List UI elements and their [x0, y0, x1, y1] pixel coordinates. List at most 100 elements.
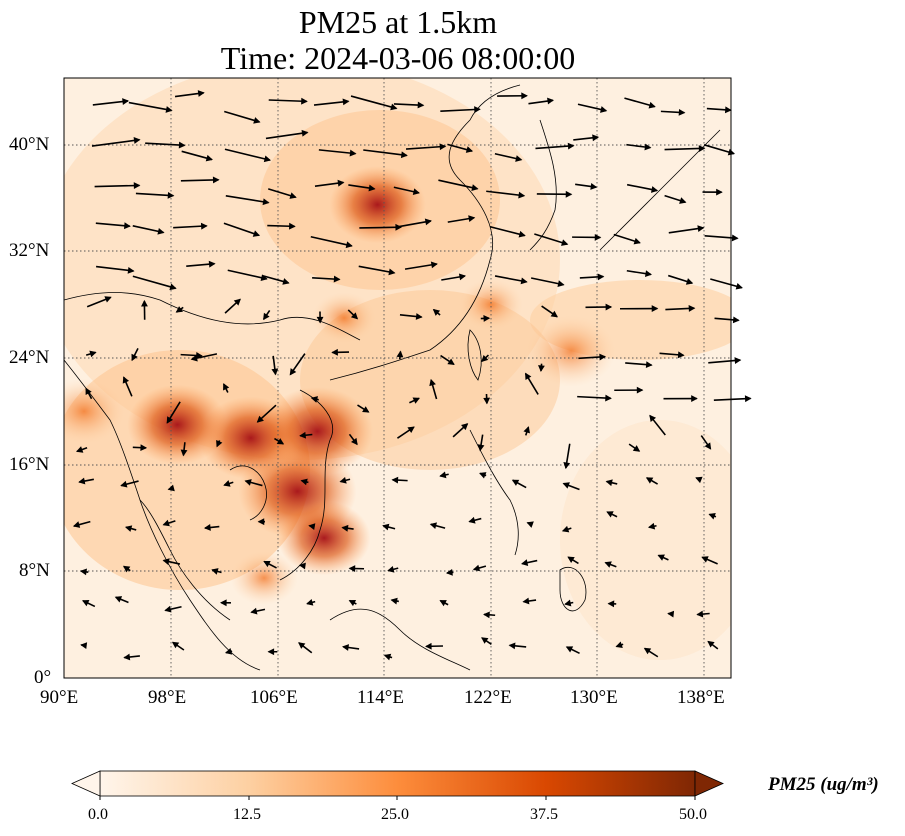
wind-arrow	[439, 599, 449, 607]
wind-arrow	[86, 296, 112, 308]
pm25-hotspot	[312, 292, 377, 344]
wind-arrow	[128, 101, 173, 113]
wind-arrow	[526, 521, 534, 528]
wind-arrow	[626, 143, 652, 151]
wind-arrow	[250, 607, 266, 615]
wind-arrow	[468, 516, 482, 524]
wind-arrow	[257, 518, 265, 526]
wind-arrow	[173, 222, 208, 230]
wind-arrow	[363, 149, 408, 159]
x-tick-130E: 130°E	[570, 687, 618, 708]
wind-arrow	[391, 476, 408, 484]
wind-arrow	[701, 556, 718, 565]
wind-arrow	[579, 273, 605, 281]
wind-arrow	[265, 129, 309, 140]
wind-arrow	[628, 443, 641, 452]
wind-arrow	[561, 525, 572, 533]
wind-arrow	[562, 482, 580, 491]
wind-arrow	[660, 108, 686, 116]
wind-arrow	[441, 273, 467, 281]
y-tick-32N: 32°N	[9, 240, 50, 261]
pm25-hotspot	[277, 500, 371, 576]
wind-arrow	[522, 597, 537, 605]
wind-arrow	[162, 519, 176, 527]
wind-arrow	[316, 311, 324, 324]
wind-arrow	[96, 265, 135, 274]
wind-arrow	[438, 179, 479, 191]
wind-arrow	[405, 143, 447, 151]
wind-arrow	[310, 235, 353, 249]
wind-arrow	[667, 610, 675, 618]
coastlines	[64, 84, 721, 671]
wind-arrow	[91, 137, 141, 147]
wind-arrow	[180, 176, 220, 184]
wind-arrow	[573, 134, 600, 142]
wind-arrow	[263, 560, 277, 569]
wind-arrow	[348, 184, 376, 192]
wind-arrow	[216, 439, 223, 448]
wind-arrow	[223, 222, 261, 237]
wind-arrow	[220, 599, 231, 607]
y-tick-8N: 8°N	[19, 560, 50, 581]
wind-arrow	[429, 378, 438, 400]
wind-arrow	[575, 183, 598, 190]
wind-arrow	[572, 233, 602, 241]
wind-arrow	[85, 387, 93, 400]
wind-arrow	[162, 558, 181, 565]
wind-arrow	[82, 600, 96, 608]
wind-arrow	[298, 642, 313, 654]
y-tick-16N: 16°N	[9, 454, 50, 475]
wind-arrow	[477, 434, 485, 452]
wind-arrow	[713, 395, 752, 403]
wind-arrow	[707, 640, 719, 650]
wind-arrow	[614, 386, 644, 394]
wind-arrow	[702, 188, 723, 196]
wind-arrow	[135, 191, 175, 199]
wind-arrow	[528, 97, 555, 105]
wind-arrow	[541, 305, 558, 318]
wind-arrow	[132, 225, 165, 235]
wind-arrow	[85, 350, 97, 358]
wind-arrow	[289, 353, 306, 376]
wind-arrow	[180, 442, 188, 457]
wind-arrow	[224, 148, 271, 163]
wind-arrow	[224, 110, 261, 124]
wind-arrow	[530, 277, 565, 287]
wind-arrow	[190, 353, 218, 362]
wind-arrow	[708, 513, 717, 520]
wind-arrow	[244, 479, 263, 487]
wind-arrow	[318, 149, 357, 157]
wind-arrow	[175, 306, 184, 313]
wind-arrow	[483, 393, 491, 405]
wind-arrow	[439, 471, 449, 479]
wind-arrow	[606, 511, 618, 518]
wind-arrow	[313, 98, 350, 106]
wind-arrow	[314, 179, 345, 187]
wind-arrow	[124, 525, 137, 532]
wind-arrow	[585, 303, 613, 311]
wind-arrow	[659, 351, 685, 359]
wind-arrow	[647, 522, 657, 530]
wind-arrow	[565, 646, 580, 655]
wind-arrow	[664, 145, 706, 152]
wind-arrow	[643, 647, 659, 658]
wind-arrow	[620, 305, 659, 313]
wind-arrow	[667, 274, 694, 285]
wind-arrow	[424, 642, 444, 650]
wind-arrow	[605, 479, 618, 487]
wind-arrow	[567, 556, 579, 565]
wind-arrow	[577, 394, 612, 402]
wind-arrow	[524, 372, 539, 395]
wind-arrow	[700, 435, 712, 450]
wind-arrow	[95, 222, 131, 230]
wind-arrow	[299, 431, 313, 439]
wind-arrow	[624, 97, 656, 109]
pm25-hotspot	[329, 166, 426, 244]
wind-arrow	[447, 215, 476, 223]
wind-arrow	[225, 195, 270, 206]
pm25-hotspot	[127, 384, 228, 465]
wind-arrow	[432, 308, 441, 316]
wind-arrow	[274, 437, 285, 445]
wind-arrow	[511, 479, 527, 489]
